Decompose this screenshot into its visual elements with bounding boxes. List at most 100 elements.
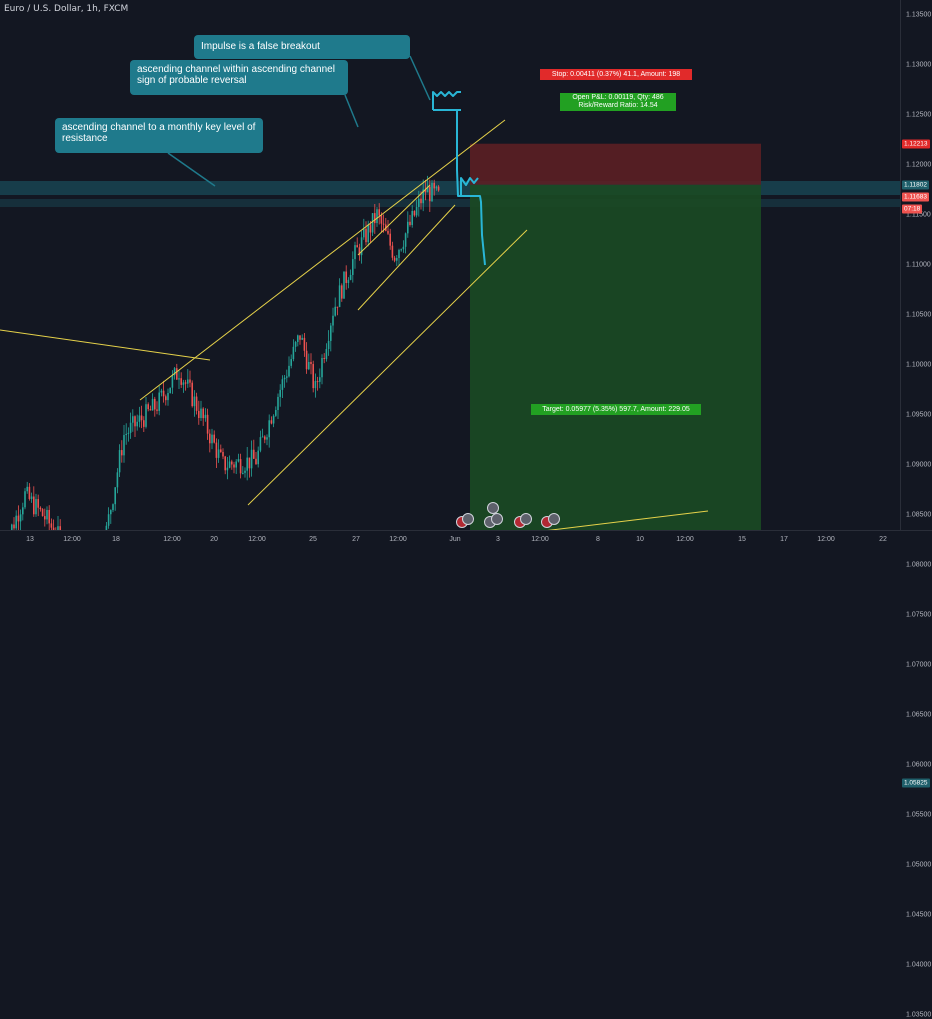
price-marker-label: 07:18 bbox=[902, 204, 923, 214]
callout-pointer bbox=[344, 94, 359, 128]
candle bbox=[369, 224, 372, 233]
candle bbox=[272, 415, 275, 424]
candle bbox=[129, 422, 132, 433]
candle bbox=[136, 421, 138, 427]
candle bbox=[422, 189, 424, 204]
candle bbox=[264, 436, 266, 440]
candle bbox=[206, 414, 209, 434]
candle bbox=[187, 379, 189, 384]
candle bbox=[248, 457, 251, 469]
time-tick-label: 22 bbox=[879, 536, 887, 543]
time-tick-label: Jun bbox=[449, 536, 461, 543]
candle bbox=[391, 245, 394, 258]
candle bbox=[314, 381, 317, 389]
price-tick-label: 1.09500 bbox=[906, 411, 932, 419]
price-axis[interactable]: 1.13500 1.13000 1.12500 1.12000 1.11500 1.110… bbox=[900, 0, 932, 1019]
time-tick-label: 12:00 bbox=[676, 536, 694, 543]
time-tick-label: 12:00 bbox=[163, 536, 181, 543]
candle bbox=[167, 392, 169, 401]
candle bbox=[257, 450, 259, 465]
candle bbox=[259, 437, 262, 451]
candle bbox=[281, 379, 284, 390]
candle bbox=[110, 510, 112, 515]
candle bbox=[11, 524, 13, 530]
candle bbox=[299, 335, 301, 340]
candle bbox=[193, 396, 196, 407]
callout-pointer bbox=[167, 152, 216, 187]
candle bbox=[312, 364, 314, 389]
trendline-outer-channel-top bbox=[139, 119, 506, 401]
candle bbox=[37, 499, 39, 508]
price-tick-label: 1.07000 bbox=[906, 661, 932, 669]
candle bbox=[33, 496, 35, 515]
time-axis[interactable]: 13 12:00 18 12:00 20 12:00 25 27 12:00 Jun 3 12:00 8… bbox=[0, 530, 932, 551]
candle bbox=[360, 237, 363, 256]
stop-zone bbox=[470, 143, 761, 185]
price-tick-label: 1.05000 bbox=[906, 861, 932, 869]
candle bbox=[378, 209, 380, 216]
candle bbox=[371, 213, 374, 233]
candle bbox=[151, 398, 154, 411]
symbol-title: Euro / U.S. Dollar, 1h, FXCM bbox=[4, 4, 129, 14]
candle bbox=[246, 457, 248, 471]
open-pnl-badge: Open P&L: 0.00119, Qty: 486 Risk/Reward … bbox=[560, 93, 676, 111]
candle bbox=[57, 526, 59, 530]
candle bbox=[112, 504, 114, 511]
candle bbox=[114, 487, 116, 505]
entry-band bbox=[0, 181, 900, 195]
candle bbox=[189, 379, 191, 383]
candle bbox=[165, 396, 167, 401]
candle bbox=[400, 249, 402, 251]
candle bbox=[195, 396, 198, 411]
candle bbox=[435, 186, 438, 189]
callout-channel-within-channel: ascending channel within ascending chann… bbox=[130, 60, 348, 95]
candle bbox=[244, 470, 246, 473]
price-tick-label: 1.03500 bbox=[906, 1011, 932, 1019]
candle bbox=[22, 507, 24, 515]
candle bbox=[125, 433, 127, 436]
candle bbox=[154, 398, 156, 410]
candle bbox=[336, 306, 339, 308]
candle bbox=[418, 198, 420, 207]
trendline-resistance bbox=[0, 329, 211, 361]
price-marker-label: 1.05825 bbox=[902, 778, 930, 787]
price-tick-label: 1.04000 bbox=[906, 961, 932, 969]
time-tick-label: 25 bbox=[309, 536, 317, 543]
time-tick-label: 12:00 bbox=[248, 536, 266, 543]
candle bbox=[429, 186, 431, 202]
event-flag-icon[interactable] bbox=[491, 513, 503, 525]
candle bbox=[376, 209, 378, 224]
time-tick-label: 12:00 bbox=[389, 536, 407, 543]
trendline-outer-channel-bottom bbox=[247, 229, 528, 506]
price-tick-label: 1.11000 bbox=[906, 261, 931, 269]
candle bbox=[149, 409, 152, 411]
candle bbox=[347, 279, 350, 284]
candle bbox=[140, 415, 143, 421]
candle bbox=[26, 486, 28, 492]
price-tick-label: 1.10000 bbox=[906, 361, 932, 369]
candle bbox=[407, 221, 409, 234]
candle bbox=[253, 449, 255, 459]
candle bbox=[426, 186, 429, 193]
candle bbox=[382, 223, 385, 225]
candle bbox=[297, 335, 299, 342]
event-flag-icon[interactable] bbox=[520, 513, 532, 525]
price-tick-label: 1.08500 bbox=[906, 511, 932, 519]
callout-false-breakout: Impulse is a false breakout bbox=[194, 35, 410, 59]
candle bbox=[121, 450, 123, 456]
candle bbox=[147, 404, 149, 410]
candle bbox=[330, 325, 332, 341]
candle bbox=[143, 420, 145, 427]
event-flag-icon[interactable] bbox=[548, 513, 560, 525]
price-tick-label: 1.05500 bbox=[906, 811, 932, 819]
candle bbox=[277, 396, 279, 411]
price-tick-label: 1.11500 bbox=[906, 211, 931, 219]
price-tick-label: 1.06500 bbox=[906, 711, 932, 719]
candle bbox=[105, 525, 108, 530]
candle bbox=[200, 408, 202, 418]
event-flag-icon[interactable] bbox=[462, 513, 474, 525]
candle bbox=[145, 404, 147, 427]
price-chart[interactable] bbox=[0, 0, 900, 530]
price-marker-label: 1.12213 bbox=[902, 139, 930, 149]
price-tick-label: 1.10500 bbox=[906, 311, 932, 319]
